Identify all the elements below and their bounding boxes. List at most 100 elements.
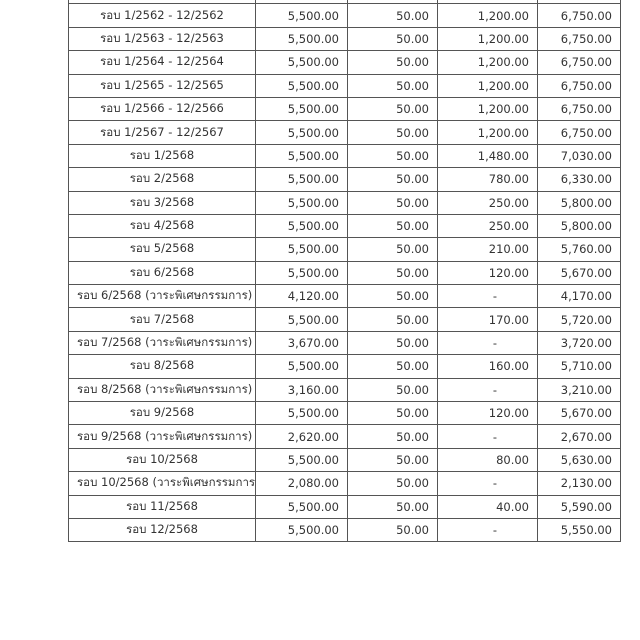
amount-cell: 5,500.00 bbox=[255, 73, 348, 98]
amount-cell: 5,500.00 bbox=[255, 237, 348, 262]
extra-cell: 40.00 bbox=[437, 494, 538, 519]
fee-cell: 50.00 bbox=[347, 260, 438, 286]
amount-cell: 5,500.00 bbox=[255, 167, 348, 192]
extra-cell: 160.00 bbox=[437, 354, 538, 379]
period-cell: รอบ 1/2562 - 12/2562 bbox=[68, 3, 256, 28]
extra-cell: 250.00 bbox=[437, 213, 538, 239]
amount-cell: 5,500.00 bbox=[255, 260, 348, 286]
table-row: รอบ 6/2568 (วาระพิเศษกรรมการ) 4,120.00 50.… bbox=[68, 284, 621, 309]
period-cell: รอบ 8/2568 (วาระพิเศษกรรมการ) bbox=[68, 377, 256, 403]
fee-cell: 50.00 bbox=[347, 354, 438, 379]
fee-cell: 50.00 bbox=[347, 50, 438, 75]
extra-cell: 120.00 bbox=[437, 401, 538, 426]
table-row: รอบ 1/2568 5,500.00 50.00 1,480.00 7,030.00 bbox=[68, 143, 621, 169]
table-row: รอบ 9/2568 5,500.00 50.00 120.00 5,670.00 bbox=[68, 401, 621, 426]
amount-cell: 5,500.00 bbox=[255, 190, 348, 215]
fee-cell: 50.00 bbox=[347, 120, 438, 145]
amount-cell: 5,500.00 bbox=[255, 120, 348, 145]
fee-cell: 50.00 bbox=[347, 3, 438, 28]
table-row: รอบ 1/2565 - 12/2565 5,500.00 50.00 1,200.0… bbox=[68, 73, 621, 98]
table-row: รอบ 11/2568 5,500.00 50.00 40.00 5,590.00 bbox=[68, 494, 621, 519]
amount-cell: 5,500.00 bbox=[255, 96, 348, 122]
total-cell: 2,670.00 bbox=[537, 424, 621, 449]
fee-cell: 50.00 bbox=[347, 26, 438, 52]
period-cell: รอบ 9/2568 (วาระพิเศษกรรมการ) bbox=[68, 424, 256, 449]
total-cell: 2,130.00 bbox=[537, 471, 621, 496]
amount-cell: 3,160.00 bbox=[255, 377, 348, 403]
fee-cell: 50.00 bbox=[347, 471, 438, 496]
total-cell: 3,720.00 bbox=[537, 330, 621, 356]
table-row: รอบ 8/2568 (วาระพิเศษกรรมการ) 3,160.00 50.… bbox=[68, 377, 621, 403]
amount-cell: 5,500.00 bbox=[255, 354, 348, 379]
extra-cell: 120.00 bbox=[437, 260, 538, 286]
total-cell: 5,800.00 bbox=[537, 190, 621, 215]
table-row: รอบ 1/2562 - 12/2562 5,500.00 50.00 1,200.0… bbox=[68, 3, 621, 28]
fee-cell: 50.00 bbox=[347, 190, 438, 215]
extra-cell: 1,200.00 bbox=[437, 26, 538, 52]
total-cell: 6,750.00 bbox=[537, 120, 621, 145]
extra-cell: 1,200.00 bbox=[437, 73, 538, 98]
table-row: รอบ 7/2568 (วาระพิเศษกรรมการ) 3,670.00 50.… bbox=[68, 330, 621, 356]
table-row: รอบ 10/2568 5,500.00 50.00 80.00 5,630.00 bbox=[68, 447, 621, 473]
fee-cell: 50.00 bbox=[347, 307, 438, 332]
extra-cell: 1,200.00 bbox=[437, 50, 538, 75]
table-row: รอบ 9/2568 (วาระพิเศษกรรมการ) 2,620.00 50.… bbox=[68, 424, 621, 449]
fee-cell: 50.00 bbox=[347, 330, 438, 356]
fee-cell: 50.00 bbox=[347, 401, 438, 426]
total-cell: 5,630.00 bbox=[537, 447, 621, 473]
period-cell: รอบ 8/2568 bbox=[68, 354, 256, 379]
amount-cell: 5,500.00 bbox=[255, 143, 348, 169]
period-cell: รอบ 5/2568 bbox=[68, 237, 256, 262]
table-row: รอบ 1/2567 - 12/2567 5,500.00 50.00 1,200.0… bbox=[68, 120, 621, 145]
extra-cell: - bbox=[437, 471, 538, 496]
period-cell: รอบ 12/2568 bbox=[68, 517, 256, 543]
period-cell: รอบ 2/2568 bbox=[68, 167, 256, 192]
payment-table: รอบ 1/2562 - 12/2562 5,500.00 50.00 1,200.0… bbox=[68, 0, 621, 543]
period-cell: รอบ 11/2568 bbox=[68, 494, 256, 519]
period-cell: รอบ 4/2568 bbox=[68, 213, 256, 239]
amount-cell: 3,670.00 bbox=[255, 330, 348, 356]
total-cell: 5,720.00 bbox=[537, 307, 621, 332]
period-cell: รอบ 10/2568 bbox=[68, 447, 256, 473]
amount-cell: 5,500.00 bbox=[255, 50, 348, 75]
amount-cell: 5,500.00 bbox=[255, 447, 348, 473]
total-cell: 5,590.00 bbox=[537, 494, 621, 519]
amount-cell: 2,620.00 bbox=[255, 424, 348, 449]
period-cell: รอบ 1/2563 - 12/2563 bbox=[68, 26, 256, 52]
total-cell: 6,750.00 bbox=[537, 96, 621, 122]
period-cell: รอบ 7/2568 bbox=[68, 307, 256, 332]
fee-cell: 50.00 bbox=[347, 377, 438, 403]
table-row: รอบ 5/2568 5,500.00 50.00 210.00 5,760.00 bbox=[68, 237, 621, 262]
period-cell: รอบ 7/2568 (วาระพิเศษกรรมการ) bbox=[68, 330, 256, 356]
amount-cell: 4,120.00 bbox=[255, 284, 348, 309]
extra-cell: - bbox=[437, 284, 538, 309]
total-cell: 5,710.00 bbox=[537, 354, 621, 379]
extra-cell: 780.00 bbox=[437, 167, 538, 192]
amount-cell: 5,500.00 bbox=[255, 213, 348, 239]
extra-cell: 1,200.00 bbox=[437, 120, 538, 145]
total-cell: 6,750.00 bbox=[537, 26, 621, 52]
amount-cell: 5,500.00 bbox=[255, 307, 348, 332]
total-cell: 6,750.00 bbox=[537, 73, 621, 98]
total-cell: 4,170.00 bbox=[537, 284, 621, 309]
table-row: รอบ 10/2568 (วาระพิเศษกรรมการ) 2,080.00 50… bbox=[68, 471, 621, 496]
period-cell: รอบ 6/2568 (วาระพิเศษกรรมการ) bbox=[68, 284, 256, 309]
table-row: รอบ 2/2568 5,500.00 50.00 780.00 6,330.00 bbox=[68, 167, 621, 192]
period-cell: รอบ 10/2568 (วาระพิเศษกรรมการ) bbox=[68, 471, 256, 496]
extra-cell: - bbox=[437, 424, 538, 449]
fee-cell: 50.00 bbox=[347, 73, 438, 98]
period-cell: รอบ 6/2568 bbox=[68, 260, 256, 286]
extra-cell: - bbox=[437, 517, 538, 543]
total-cell: 6,750.00 bbox=[537, 50, 621, 75]
table-row: รอบ 12/2568 5,500.00 50.00-5,550.00 bbox=[68, 517, 621, 543]
period-cell: รอบ 1/2566 - 12/2566 bbox=[68, 96, 256, 122]
amount-cell: 2,080.00 bbox=[255, 471, 348, 496]
table-row: รอบ 7/2568 5,500.00 50.00 170.00 5,720.00 bbox=[68, 307, 621, 332]
total-cell: 3,210.00 bbox=[537, 377, 621, 403]
period-cell: รอบ 1/2568 bbox=[68, 143, 256, 169]
table-row: รอบ 6/2568 5,500.00 50.00 120.00 5,670.00 bbox=[68, 260, 621, 286]
table-row: รอบ 1/2566 - 12/2566 5,500.00 50.00 1,200.0… bbox=[68, 96, 621, 122]
total-cell: 5,670.00 bbox=[537, 401, 621, 426]
extra-cell: 80.00 bbox=[437, 447, 538, 473]
fee-cell: 50.00 bbox=[347, 167, 438, 192]
